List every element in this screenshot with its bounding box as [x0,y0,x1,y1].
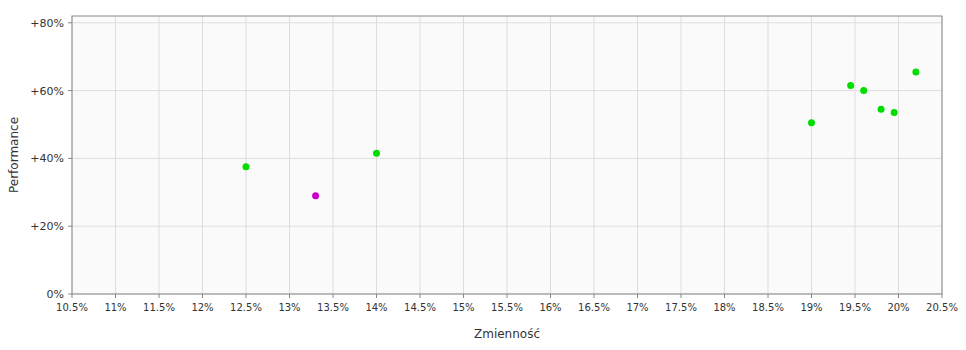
x-grid-line [202,16,203,294]
x-tick [72,294,73,298]
x-tick-label: 20.5% [926,302,958,313]
x-tick-label: 11% [104,302,126,313]
x-tick [376,294,377,298]
x-tick-label: 18.5% [752,302,784,313]
x-grid-line [637,16,638,294]
point [912,68,919,75]
x-grid-line [159,16,160,294]
x-grid-line [898,16,899,294]
y-tick-label: +40% [30,152,64,165]
x-tick [942,294,943,298]
x-tick-label: 20% [887,302,909,313]
point [847,82,854,89]
grid [72,16,942,294]
axes: 10.5% 11% 11.5% 12% 12.5% 13% 13.5% 14% 14.5% 15%… [30,17,958,313]
x-tick [550,294,551,298]
x-tick-label: 18% [713,302,735,313]
y-tick [68,158,72,159]
y-tick [68,22,72,23]
x-grid-line [246,16,247,294]
x-tick-label: 14% [365,302,387,313]
x-tick [420,294,421,298]
point [312,192,319,199]
x-tick-label: 11.5% [143,302,175,313]
x-tick-label: 16% [539,302,561,313]
x-tick-label: 16.5% [578,302,610,313]
x-grid-line [507,16,508,294]
x-tick [898,294,899,298]
x-grid-line [855,16,856,294]
point [891,109,898,116]
series [312,192,319,199]
page: {"chart_data": { "type": "scatter", "xla… [0,0,966,350]
x-tick [246,294,247,298]
y-grid-line [72,90,942,91]
x-grid-line [333,16,334,294]
x-grid-line [463,16,464,294]
x-grid-line [550,16,551,294]
x-tick [855,294,856,298]
y-tick [68,226,72,227]
x-grid-line [811,16,812,294]
x-tick [507,294,508,298]
x-tick-label: 13.5% [317,302,349,313]
x-tick-label: 19.5% [839,302,871,313]
x-grid-line [289,16,290,294]
x-tick [463,294,464,298]
y-grid-line [72,22,942,23]
x-tick [637,294,638,298]
x-tick-label: 17% [626,302,648,313]
chart: 10.5% 11% 11.5% 12% 12.5% 13% 13.5% 14% 14.5% 15%… [0,0,966,350]
x-tick [115,294,116,298]
x-grid-line [724,16,725,294]
x-tick [594,294,595,298]
x-tick-label: 19% [800,302,822,313]
point [860,87,867,94]
x-tick-label: 13% [278,302,300,313]
x-grid-line [594,16,595,294]
x-tick [202,294,203,298]
y-tick-label: +20% [30,220,64,233]
x-tick [681,294,682,298]
plot-frame [72,16,942,294]
point [243,163,250,170]
x-tick [768,294,769,298]
y-grid-line [72,158,942,159]
point [373,150,380,157]
x-tick [289,294,290,298]
x-grid-line [768,16,769,294]
x-tick [159,294,160,298]
x-tick [724,294,725,298]
point [808,119,815,126]
y-grid-line [72,226,942,227]
y-tick-label: +60% [30,85,64,98]
y-tick-label: +80% [30,17,64,30]
y-tick [68,294,72,295]
x-grid-line [681,16,682,294]
x-tick-label: 12.5% [230,302,262,313]
x-grid-line [420,16,421,294]
point [878,106,885,113]
x-tick [811,294,812,298]
y-tick [68,90,72,91]
y-tick-label: 0% [47,288,64,301]
x-tick-label: 15% [452,302,474,313]
series [243,68,920,170]
x-tick [333,294,334,298]
data-points [243,68,920,199]
y-axis-label: Performance [7,117,21,193]
x-tick-label: 17.5% [665,302,697,313]
x-tick-label: 14.5% [404,302,436,313]
x-grid-line [115,16,116,294]
x-axis-label: Zmienność [474,327,540,341]
x-tick-label: 15.5% [491,302,523,313]
x-tick-label: 10.5% [56,302,88,313]
plot-background [72,16,942,294]
x-tick-label: 12% [191,302,213,313]
